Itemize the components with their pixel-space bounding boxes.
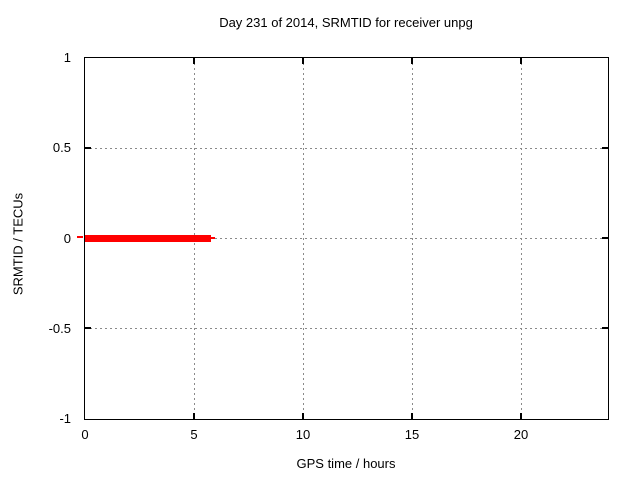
tick-mark — [193, 412, 195, 419]
gridline-horizontal-0 — [84, 237, 608, 239]
tick-mark — [520, 412, 522, 419]
gridline-horizontal--0.5 — [84, 327, 608, 329]
y-axis-label: SRMTID / TECUs — [10, 192, 26, 296]
tick-mark — [193, 57, 195, 64]
x-tick-label-20: 20 — [513, 427, 529, 442]
y-tick-label-1: 1 — [63, 50, 71, 65]
tick-mark — [302, 57, 304, 64]
x-tick-label-10: 10 — [295, 427, 311, 442]
x-axis-label: GPS time / hours — [296, 456, 396, 471]
tick-mark — [302, 412, 304, 419]
y-tick-label-0: 0 — [63, 230, 71, 246]
x-tick-label-5: 5 — [190, 427, 198, 442]
x-tick-label-0: 0 — [81, 427, 89, 442]
tick-mark — [84, 147, 91, 149]
tick-mark — [520, 57, 522, 64]
gridline-horizontal-0.5 — [84, 147, 608, 149]
chart-title: Day 231 of 2014, SRMTID for receiver unp… — [219, 15, 473, 30]
data-series-line-cap-right — [210, 237, 215, 239]
tick-mark — [601, 327, 608, 329]
x-tick-label-15: 15 — [404, 427, 420, 442]
plot-area — [83, 56, 609, 420]
tick-mark — [601, 147, 608, 149]
data-series-line — [84, 234, 211, 242]
y-tick-label--0.5: -0.5 — [48, 320, 71, 336]
tick-mark — [411, 57, 413, 64]
data-series-line-cap-left — [77, 236, 83, 238]
tick-mark — [601, 237, 608, 239]
tick-mark — [84, 327, 91, 329]
tick-mark — [411, 412, 413, 419]
y-tick-label--1: -1 — [59, 411, 71, 426]
y-tick-label-0.5: 0.5 — [52, 140, 71, 155]
